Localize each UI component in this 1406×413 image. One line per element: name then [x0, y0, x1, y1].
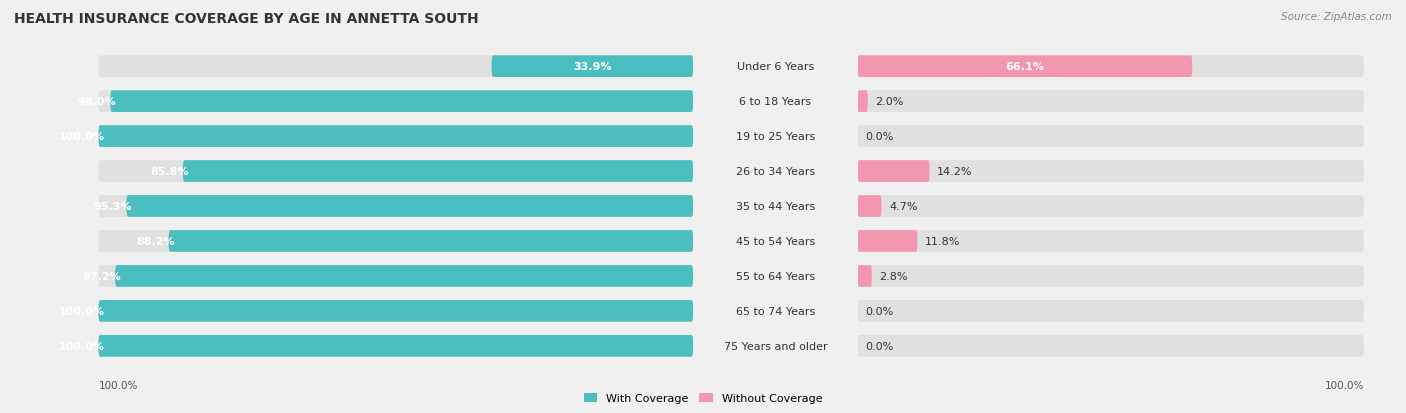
FancyBboxPatch shape [858, 91, 1364, 113]
FancyBboxPatch shape [858, 266, 872, 287]
Text: 100.0%: 100.0% [59, 341, 104, 351]
FancyBboxPatch shape [98, 300, 693, 322]
Text: 2.0%: 2.0% [876, 97, 904, 107]
Text: 6 to 18 Years: 6 to 18 Years [740, 97, 811, 107]
Text: HEALTH INSURANCE COVERAGE BY AGE IN ANNETTA SOUTH: HEALTH INSURANCE COVERAGE BY AGE IN ANNE… [14, 12, 478, 26]
FancyBboxPatch shape [110, 91, 693, 113]
Text: 2.8%: 2.8% [879, 271, 908, 281]
FancyBboxPatch shape [858, 161, 929, 183]
FancyBboxPatch shape [98, 126, 693, 147]
FancyBboxPatch shape [98, 126, 693, 147]
Text: 100.0%: 100.0% [59, 306, 104, 316]
Text: 0.0%: 0.0% [865, 341, 893, 351]
Text: 33.9%: 33.9% [574, 62, 612, 72]
FancyBboxPatch shape [858, 230, 917, 252]
FancyBboxPatch shape [858, 56, 1364, 78]
Text: 45 to 54 Years: 45 to 54 Years [735, 236, 815, 247]
FancyBboxPatch shape [98, 161, 693, 183]
Text: 0.0%: 0.0% [865, 132, 893, 142]
FancyBboxPatch shape [858, 126, 1364, 147]
FancyBboxPatch shape [115, 266, 693, 287]
Text: 4.7%: 4.7% [889, 202, 918, 211]
Text: 66.1%: 66.1% [1005, 62, 1045, 72]
Text: 65 to 74 Years: 65 to 74 Years [735, 306, 815, 316]
FancyBboxPatch shape [858, 91, 868, 113]
Text: 85.8%: 85.8% [150, 166, 188, 177]
Text: 97.2%: 97.2% [83, 271, 121, 281]
FancyBboxPatch shape [858, 300, 1364, 322]
FancyBboxPatch shape [98, 300, 693, 322]
FancyBboxPatch shape [858, 56, 1192, 78]
Text: 11.8%: 11.8% [925, 236, 960, 247]
Text: 14.2%: 14.2% [938, 166, 973, 177]
Text: 88.2%: 88.2% [136, 236, 174, 247]
Text: 26 to 34 Years: 26 to 34 Years [735, 166, 815, 177]
FancyBboxPatch shape [98, 230, 693, 252]
FancyBboxPatch shape [98, 335, 693, 357]
Text: 55 to 64 Years: 55 to 64 Years [735, 271, 815, 281]
Text: 100.0%: 100.0% [1324, 380, 1364, 390]
FancyBboxPatch shape [858, 196, 882, 217]
FancyBboxPatch shape [169, 230, 693, 252]
Legend: With Coverage, Without Coverage: With Coverage, Without Coverage [579, 388, 827, 408]
FancyBboxPatch shape [858, 196, 1364, 217]
FancyBboxPatch shape [492, 56, 693, 78]
FancyBboxPatch shape [858, 161, 1364, 183]
Text: 100.0%: 100.0% [98, 380, 138, 390]
FancyBboxPatch shape [98, 335, 693, 357]
Text: 98.0%: 98.0% [77, 97, 117, 107]
Text: 35 to 44 Years: 35 to 44 Years [735, 202, 815, 211]
Text: 0.0%: 0.0% [865, 306, 893, 316]
FancyBboxPatch shape [98, 91, 693, 113]
FancyBboxPatch shape [98, 266, 693, 287]
Text: 19 to 25 Years: 19 to 25 Years [735, 132, 815, 142]
FancyBboxPatch shape [127, 196, 693, 217]
Text: Under 6 Years: Under 6 Years [737, 62, 814, 72]
FancyBboxPatch shape [98, 56, 693, 78]
FancyBboxPatch shape [858, 266, 1364, 287]
FancyBboxPatch shape [183, 161, 693, 183]
Text: 100.0%: 100.0% [59, 132, 104, 142]
FancyBboxPatch shape [98, 196, 693, 217]
FancyBboxPatch shape [858, 230, 1364, 252]
FancyBboxPatch shape [858, 335, 1364, 357]
Text: Source: ZipAtlas.com: Source: ZipAtlas.com [1281, 12, 1392, 22]
Text: 95.3%: 95.3% [94, 202, 132, 211]
Text: 75 Years and older: 75 Years and older [724, 341, 827, 351]
